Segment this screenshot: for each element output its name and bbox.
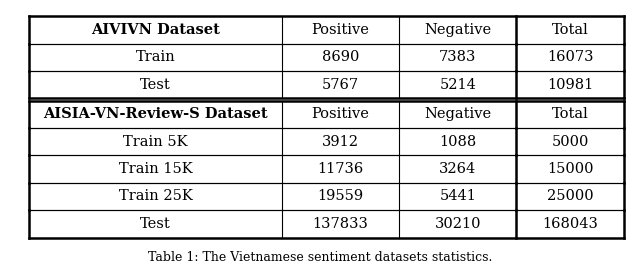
Text: Train: Train	[136, 51, 175, 64]
Text: Test: Test	[140, 217, 171, 231]
Text: 137833: 137833	[313, 217, 369, 231]
Text: 19559: 19559	[317, 189, 364, 203]
Text: Positive: Positive	[312, 107, 369, 121]
Text: 3912: 3912	[322, 135, 359, 149]
Text: Total: Total	[552, 23, 589, 37]
Text: 168043: 168043	[542, 217, 598, 231]
Text: 30210: 30210	[435, 217, 481, 231]
Text: Train 5K: Train 5K	[123, 135, 188, 149]
Text: Total: Total	[552, 107, 589, 121]
Text: Table 1: The Vietnamese sentiment datasets statistics.: Table 1: The Vietnamese sentiment datase…	[148, 251, 492, 265]
Text: 11736: 11736	[317, 162, 364, 176]
Text: Train 25K: Train 25K	[118, 189, 193, 203]
Text: 5767: 5767	[322, 78, 359, 92]
Text: AISIA-VN-Review-S Dataset: AISIA-VN-Review-S Dataset	[43, 107, 268, 121]
Text: 5000: 5000	[552, 135, 589, 149]
Text: Test: Test	[140, 78, 171, 92]
Text: 8690: 8690	[322, 51, 359, 64]
Text: AIVIVN Dataset: AIVIVN Dataset	[91, 23, 220, 37]
Text: 3264: 3264	[439, 162, 476, 176]
Text: 5441: 5441	[439, 189, 476, 203]
Text: Train 15K: Train 15K	[118, 162, 192, 176]
Text: 16073: 16073	[547, 51, 593, 64]
Text: 10981: 10981	[547, 78, 593, 92]
Text: 1088: 1088	[439, 135, 476, 149]
Text: 25000: 25000	[547, 189, 593, 203]
Text: Negative: Negative	[424, 23, 492, 37]
Text: 7383: 7383	[439, 51, 476, 64]
Text: 15000: 15000	[547, 162, 593, 176]
Text: Negative: Negative	[424, 107, 492, 121]
Text: Positive: Positive	[312, 23, 369, 37]
Text: 5214: 5214	[439, 78, 476, 92]
